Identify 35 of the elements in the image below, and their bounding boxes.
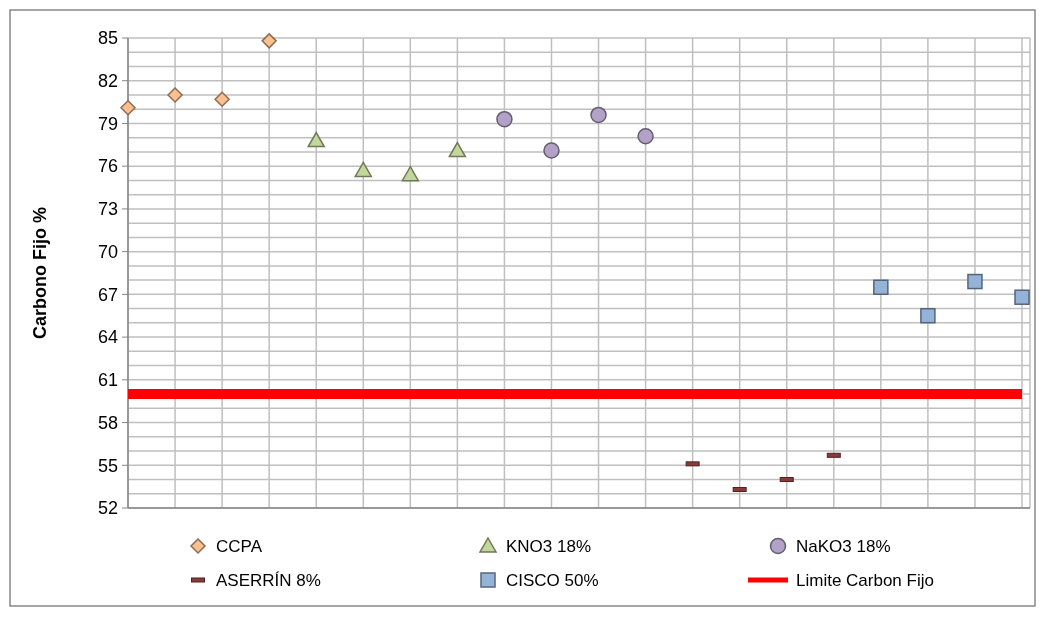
y-tick-label: 52: [97, 498, 118, 519]
point: [590, 106, 607, 124]
point: [543, 142, 560, 159]
y-axis-title: Carbono Fijo %: [30, 207, 50, 339]
y-tick-label: 70: [97, 241, 118, 262]
point: [448, 141, 467, 158]
y-tick-label: 55: [97, 455, 118, 476]
y-tick-label: 73: [97, 199, 118, 220]
y-tick-label: 76: [97, 156, 118, 177]
y-tick-label: 79: [97, 113, 118, 134]
legend-label: KNO3 18%: [506, 536, 592, 556]
legend-label: CCPA: [216, 536, 263, 556]
y-tick-label: 85: [97, 28, 118, 49]
point: [1014, 289, 1030, 305]
y-tick-label: 58: [97, 412, 118, 433]
point: [967, 273, 983, 290]
legend-label: Limite Carbon Fijo: [796, 570, 934, 590]
point: [401, 165, 420, 182]
point: [496, 110, 513, 128]
point: [167, 87, 183, 103]
legend-label: CISCO 50%: [506, 570, 599, 590]
y-tick-label: 82: [97, 71, 118, 92]
point: [920, 307, 936, 324]
point: [354, 161, 373, 178]
legend-label: ASERRÍN 8%: [216, 570, 321, 590]
point: [120, 100, 136, 116]
y-tick-label: 67: [97, 284, 118, 305]
point: [873, 279, 889, 295]
point: [214, 91, 230, 107]
legend-label: NaKO3 18%: [796, 536, 891, 556]
point: [261, 33, 277, 49]
y-tick-label: 61: [97, 370, 118, 391]
y-tick-label: 64: [97, 327, 118, 348]
point: [637, 128, 654, 145]
point: [307, 131, 325, 148]
